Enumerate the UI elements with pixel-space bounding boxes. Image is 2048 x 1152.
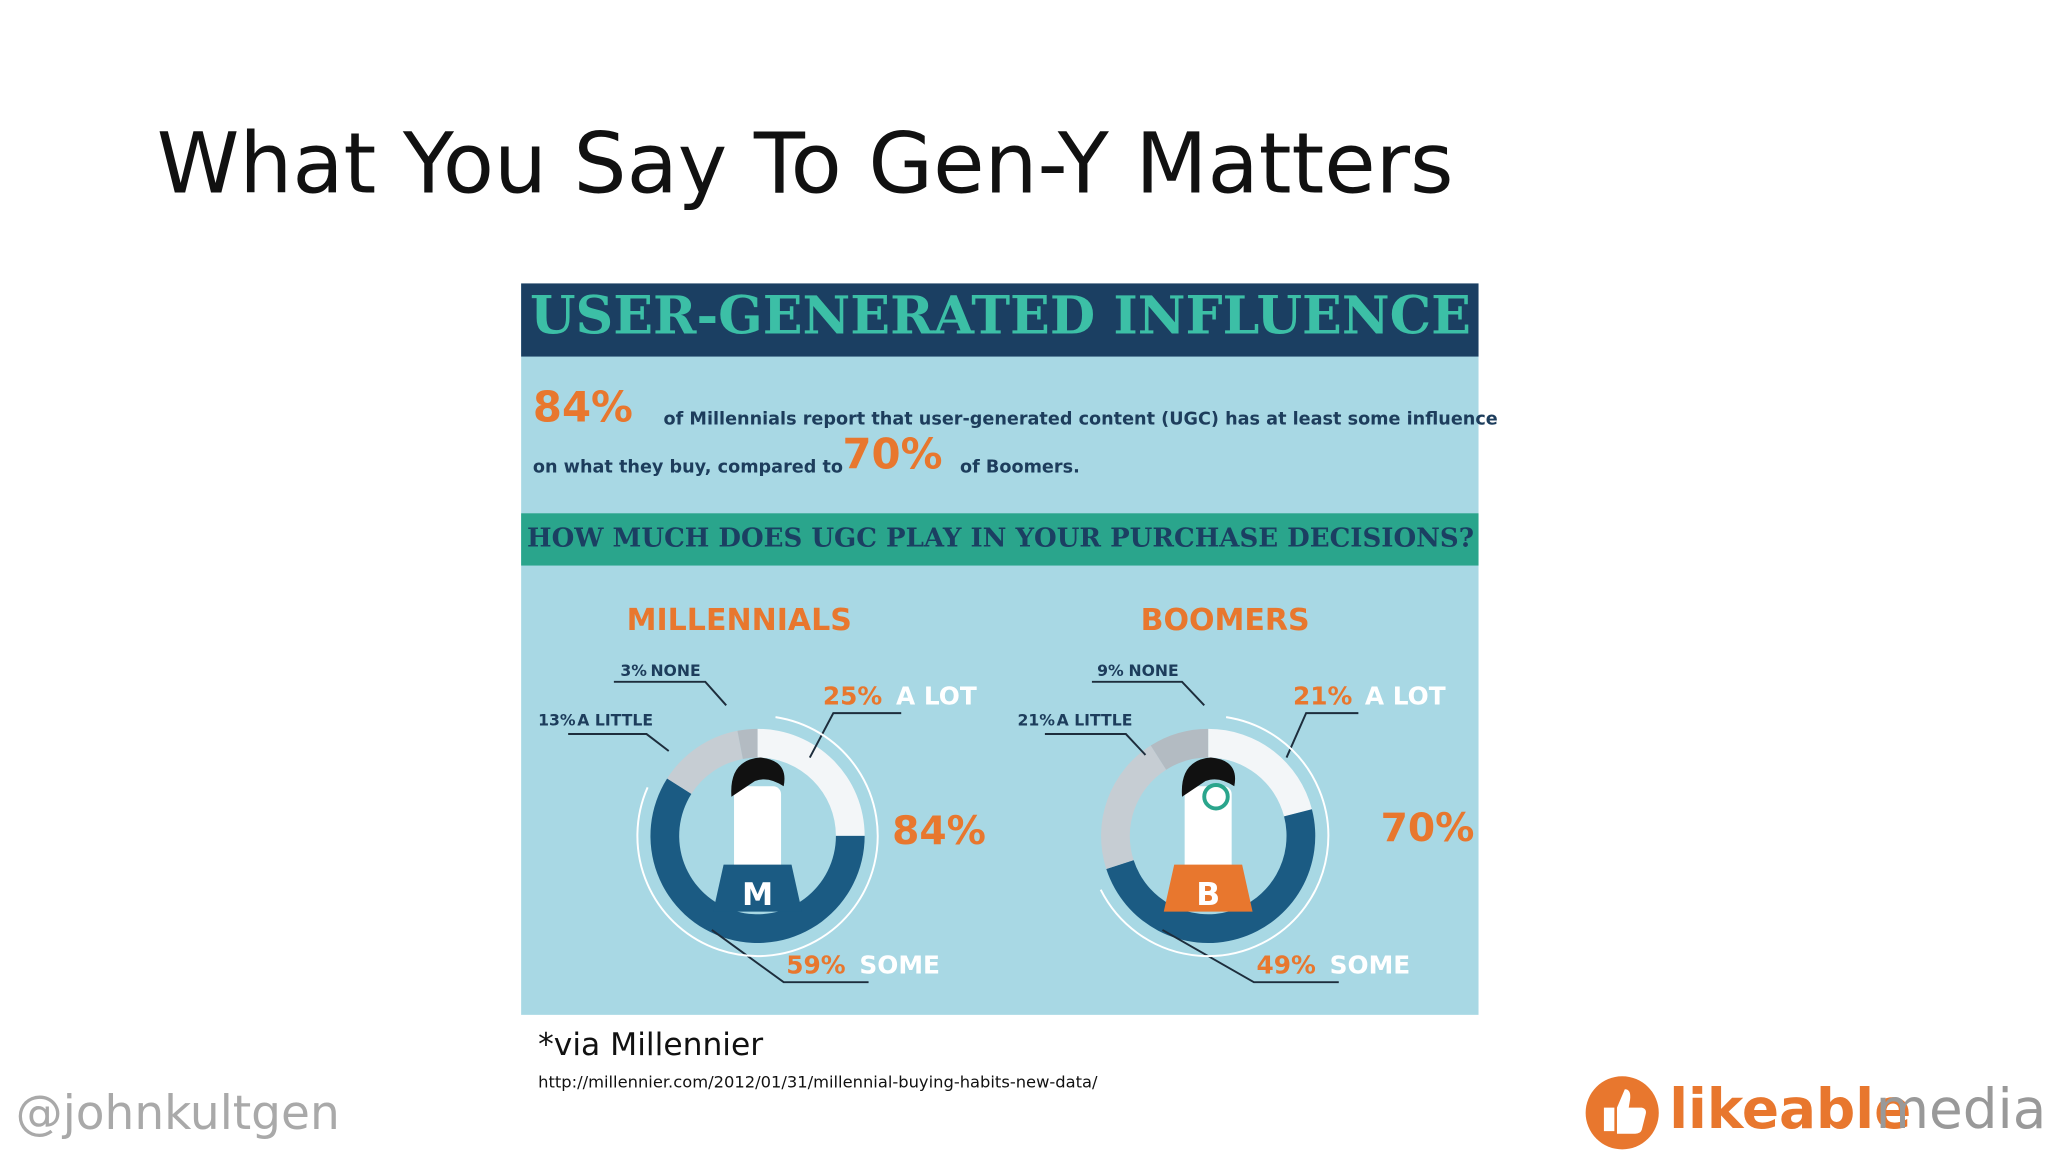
figure-body — [1184, 786, 1232, 878]
question-band — [521, 513, 1479, 566]
value-label: 21% — [1017, 710, 1055, 729]
pointer-line — [1161, 929, 1339, 984]
shirt-letter: M — [742, 877, 773, 913]
logo-bold: likeable — [1669, 1077, 1911, 1141]
category-label: SOME — [859, 951, 940, 980]
donut-segment — [667, 730, 743, 794]
donut-title: MILLENNIALS — [627, 603, 852, 638]
value-label: 9% — [1097, 661, 1124, 680]
value-label: 25% — [823, 681, 883, 710]
donut-segment — [1106, 809, 1316, 944]
total-bracket — [1099, 716, 1330, 958]
value-label: 21% — [1293, 681, 1353, 710]
donut-segment — [650, 778, 865, 944]
donut-segment — [1208, 728, 1312, 817]
pointer-line — [568, 733, 670, 752]
caption: *via Millennier — [538, 1027, 763, 1063]
intro-pct: 84% — [533, 383, 633, 432]
logo-light: media — [1876, 1077, 2047, 1141]
donut-segment — [757, 728, 865, 836]
logo-thumb — [1603, 1089, 1646, 1134]
infographic-header — [521, 283, 1479, 357]
donut-segment — [737, 728, 758, 759]
pointer-line — [1091, 680, 1205, 706]
figure-body — [734, 786, 782, 878]
figure-shirt — [1163, 864, 1253, 912]
shirt-letter: B — [1196, 877, 1220, 913]
handle: @johnkultgen — [16, 1086, 340, 1141]
figure-hair — [1181, 757, 1236, 797]
category-label: A LOT — [896, 681, 977, 710]
category-label: A LITTLE — [577, 710, 653, 729]
category-label: NONE — [1128, 661, 1178, 680]
total-bracket — [636, 716, 879, 958]
figure-glasses — [1202, 783, 1230, 811]
intro-text: on what they buy, compared to — [533, 458, 843, 478]
donut-segment — [1101, 745, 1167, 870]
source-url: http://millennier.com/2012/01/31/millenn… — [538, 1072, 1098, 1091]
value-label: 59% — [786, 951, 846, 980]
donut-title: BOOMERS — [1141, 603, 1310, 638]
intro-text: of Boomers. — [960, 458, 1080, 478]
intro-text: of Millennials report that user-generate… — [664, 409, 1498, 429]
intro-pct: 70% — [842, 430, 942, 479]
infographic-bg — [521, 283, 1479, 1015]
slide-title: What You Say To Gen-Y Matters — [157, 115, 1454, 213]
pointer-line — [613, 680, 727, 706]
category-label: A LITTLE — [1057, 710, 1133, 729]
infographic-title: USER-GENERATED INFLUENCE — [530, 286, 1471, 347]
question: HOW MUCH DOES UGC PLAY IN YOUR PURCHASE … — [527, 522, 1474, 553]
pointer-line — [711, 929, 869, 984]
value-label: 3% — [620, 661, 647, 680]
pointer-line — [808, 712, 902, 759]
pointer-line — [1285, 712, 1359, 758]
value-label: 13% — [538, 710, 576, 729]
total-label: 84% — [892, 809, 986, 854]
pointer-line — [1044, 733, 1147, 756]
figure-hair — [731, 757, 785, 797]
figure-shirt — [713, 864, 802, 912]
category-label: SOME — [1330, 951, 1411, 980]
donut-segment — [1150, 728, 1209, 770]
category-label: NONE — [650, 661, 700, 680]
total-label: 70% — [1381, 806, 1475, 851]
value-label: 49% — [1256, 951, 1316, 980]
category-label: A LOT — [1365, 681, 1446, 710]
